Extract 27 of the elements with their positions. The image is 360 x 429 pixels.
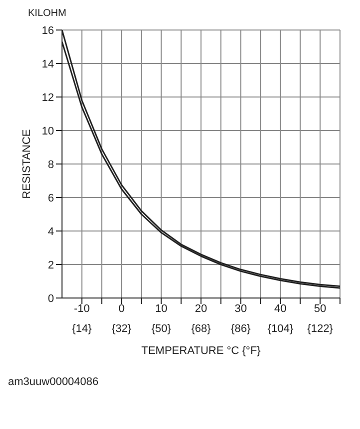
x-tick-label: 20 [194,303,208,315]
x2-tick-label: {86} [230,323,251,335]
x2-tick-label: {104} [268,323,294,335]
x-tick-label: -10 [74,303,90,315]
y-tick-label: 6 [48,192,54,204]
x2-tick-label: {50} [151,323,172,335]
x-tick-label: 30 [234,303,247,315]
y-tick-label: 8 [48,158,54,171]
y-tick-label: 2 [48,259,54,272]
x2-tick-label: {32} [112,323,132,335]
y-tick-label: 16 [42,24,54,37]
x-axis-title: TEMPERATURE °C {°F} [141,345,261,357]
text: am3uuw00004086 [8,376,100,388]
y-tick-label: 14 [42,58,54,70]
x-tick-label: 50 [314,303,326,315]
y-tick-label: 12 [42,92,54,104]
y-tick-label: 0 [48,292,54,305]
x-tick-label: 0 [118,303,125,315]
text: KILOHM [27,8,68,21]
x-tick-label: 40 [274,303,287,315]
y-tick-label: 10 [42,125,54,138]
y-axis-title: RESISTANCE [20,129,33,199]
x2-tick-label: {68} [191,323,212,335]
x2-tick-label: {14} [72,323,92,335]
y-tick-label: 4 [48,226,54,238]
x2-tick-label: {122} [307,323,334,335]
x-tick-label: 10 [155,303,168,315]
